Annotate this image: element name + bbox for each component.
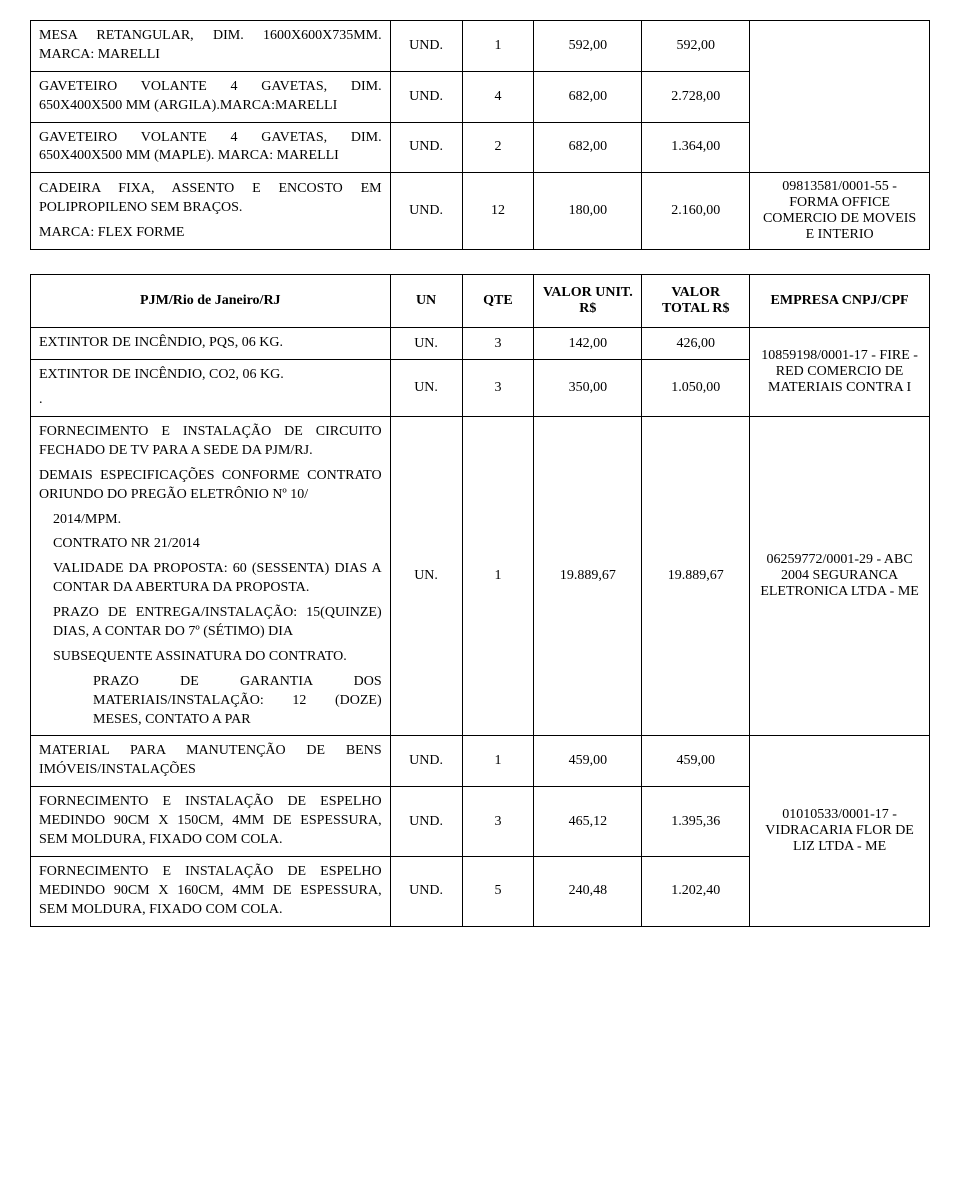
unit-price-cell: 592,00: [534, 21, 642, 72]
unit-price-cell: 459,00: [534, 736, 642, 787]
description-paragraph: FORNECIMENTO E INSTALAÇÃO DE ESPELHO MED…: [39, 863, 382, 920]
total-price-cell: 2.160,00: [642, 173, 750, 250]
description-paragraph: EXTINTOR DE INCÊNDIO, PQS, 06 KG.: [39, 334, 382, 353]
supplier-cell: 09813581/0001-55 - FORMA OFFICE COMERCIO…: [750, 173, 930, 250]
unit-cell: UND.: [390, 122, 462, 173]
unit-price-cell: 180,00: [534, 173, 642, 250]
qty-cell: 12: [462, 173, 534, 250]
col-emp-header: EMPRESA CNPJ/CPF: [750, 275, 930, 328]
items-table-2: PJM/Rio de Janeiro/RJ UN QTE VALOR UNIT.…: [30, 274, 930, 926]
total-price-cell: 2.728,00: [642, 71, 750, 122]
total-price-cell: 19.889,67: [642, 417, 750, 736]
table-row: EXTINTOR DE INCÊNDIO, PQS, 06 KG. UN.3142…: [31, 328, 930, 360]
col-desc-header: PJM/Rio de Janeiro/RJ: [31, 275, 391, 328]
unit-cell: UND.: [390, 173, 462, 250]
description-paragraph: CADEIRA FIXA, ASSENTO E ENCOSTO EM POLIP…: [39, 180, 382, 218]
total-price-cell: 459,00: [642, 736, 750, 787]
item-description: GAVETEIRO VOLANTE 4 GAVETAS, DIM. 650X40…: [31, 71, 391, 122]
description-paragraph: CONTRATO NR 21/2014: [39, 535, 382, 554]
unit-price-cell: 465,12: [534, 787, 642, 857]
description-paragraph: MATERIAL PARA MANUTENÇÃO DE BENS IMÓVEIS…: [39, 742, 382, 780]
col-unit-header: VALOR UNIT. R$: [534, 275, 642, 328]
unit-price-cell: 350,00: [534, 360, 642, 417]
table2-header-row: PJM/Rio de Janeiro/RJ UN QTE VALOR UNIT.…: [31, 275, 930, 328]
table-row: CADEIRA FIXA, ASSENTO E ENCOSTO EM POLIP…: [31, 173, 930, 250]
unit-price-cell: 240,48: [534, 856, 642, 926]
description-paragraph: GAVETEIRO VOLANTE 4 GAVETAS, DIM. 650X40…: [39, 78, 382, 116]
description-paragraph: FORNECIMENTO E INSTALAÇÃO DE ESPELHO MED…: [39, 793, 382, 850]
item-description: CADEIRA FIXA, ASSENTO E ENCOSTO EM POLIP…: [31, 173, 391, 250]
table-row: MESA RETANGULAR, DIM. 1600X600X735MM. MA…: [31, 21, 930, 72]
unit-price-cell: 682,00: [534, 122, 642, 173]
col-un-header: UN: [390, 275, 462, 328]
table-row: FORNECIMENTO E INSTALAÇÃO DE CIRCUITO FE…: [31, 417, 930, 736]
qty-cell: 1: [462, 417, 534, 736]
qty-cell: 1: [462, 21, 534, 72]
unit-price-cell: 682,00: [534, 71, 642, 122]
total-price-cell: 1.202,40: [642, 856, 750, 926]
qty-cell: 5: [462, 856, 534, 926]
qty-cell: 3: [462, 360, 534, 417]
description-paragraph: FORNECIMENTO E INSTALAÇÃO DE CIRCUITO FE…: [39, 423, 382, 461]
item-description: MESA RETANGULAR, DIM. 1600X600X735MM. MA…: [31, 21, 391, 72]
unit-price-cell: 19.889,67: [534, 417, 642, 736]
item-description: FORNECIMENTO E INSTALAÇÃO DE ESPELHO MED…: [31, 787, 391, 857]
total-price-cell: 1.364,00: [642, 122, 750, 173]
description-paragraph: MARCA: FLEX FORME: [39, 224, 382, 243]
unit-cell: UND.: [390, 71, 462, 122]
unit-cell: UN.: [390, 328, 462, 360]
description-paragraph: EXTINTOR DE INCÊNDIO, CO2, 06 KG.: [39, 366, 382, 385]
unit-price-cell: 142,00: [534, 328, 642, 360]
qty-cell: 2: [462, 122, 534, 173]
unit-cell: UN.: [390, 417, 462, 736]
col-total-header: VALOR TOTAL R$: [642, 275, 750, 328]
description-paragraph: SUBSEQUENTE ASSINATURA DO CONTRATO.: [39, 648, 382, 667]
description-paragraph: .: [39, 391, 382, 410]
supplier-cell: [750, 21, 930, 173]
description-paragraph: DEMAIS ESPECIFICAÇÕES CONFORME CONTRATO …: [39, 467, 382, 505]
unit-cell: UND.: [390, 856, 462, 926]
items-table-1: MESA RETANGULAR, DIM. 1600X600X735MM. MA…: [30, 20, 930, 250]
qty-cell: 1: [462, 736, 534, 787]
col-qte-header: QTE: [462, 275, 534, 328]
description-paragraph: GAVETEIRO VOLANTE 4 GAVETAS, DIM. 650X40…: [39, 129, 382, 167]
total-price-cell: 592,00: [642, 21, 750, 72]
item-description: MATERIAL PARA MANUTENÇÃO DE BENS IMÓVEIS…: [31, 736, 391, 787]
item-description: GAVETEIRO VOLANTE 4 GAVETAS, DIM. 650X40…: [31, 122, 391, 173]
description-paragraph: PRAZO DE GARANTIA DOS MATERIAIS/INSTALAÇ…: [39, 673, 382, 730]
qty-cell: 3: [462, 328, 534, 360]
description-paragraph: VALIDADE DA PROPOSTA: 60 (SESSENTA) DIAS…: [39, 560, 382, 598]
supplier-cell: 06259772/0001-29 - ABC 2004 SEGURANCA EL…: [750, 417, 930, 736]
total-price-cell: 1.050,00: [642, 360, 750, 417]
qty-cell: 4: [462, 71, 534, 122]
table-row: MATERIAL PARA MANUTENÇÃO DE BENS IMÓVEIS…: [31, 736, 930, 787]
unit-cell: UND.: [390, 21, 462, 72]
item-description: EXTINTOR DE INCÊNDIO, CO2, 06 KG..: [31, 360, 391, 417]
item-description: FORNECIMENTO E INSTALAÇÃO DE CIRCUITO FE…: [31, 417, 391, 736]
description-paragraph: PRAZO DE ENTREGA/INSTALAÇÃO: 15(QUINZE) …: [39, 604, 382, 642]
supplier-cell: 01010533/0001-17 - VIDRACARIA FLOR DE LI…: [750, 736, 930, 926]
qty-cell: 3: [462, 787, 534, 857]
item-description: FORNECIMENTO E INSTALAÇÃO DE ESPELHO MED…: [31, 856, 391, 926]
unit-cell: UN.: [390, 360, 462, 417]
description-paragraph: MESA RETANGULAR, DIM. 1600X600X735MM. MA…: [39, 27, 382, 65]
total-price-cell: 1.395,36: [642, 787, 750, 857]
supplier-cell: 10859198/0001-17 - FIRE - RED COMERCIO D…: [750, 328, 930, 417]
unit-cell: UND.: [390, 787, 462, 857]
total-price-cell: 426,00: [642, 328, 750, 360]
description-paragraph: 2014/MPM.: [39, 511, 382, 530]
unit-cell: UND.: [390, 736, 462, 787]
item-description: EXTINTOR DE INCÊNDIO, PQS, 06 KG.: [31, 328, 391, 360]
